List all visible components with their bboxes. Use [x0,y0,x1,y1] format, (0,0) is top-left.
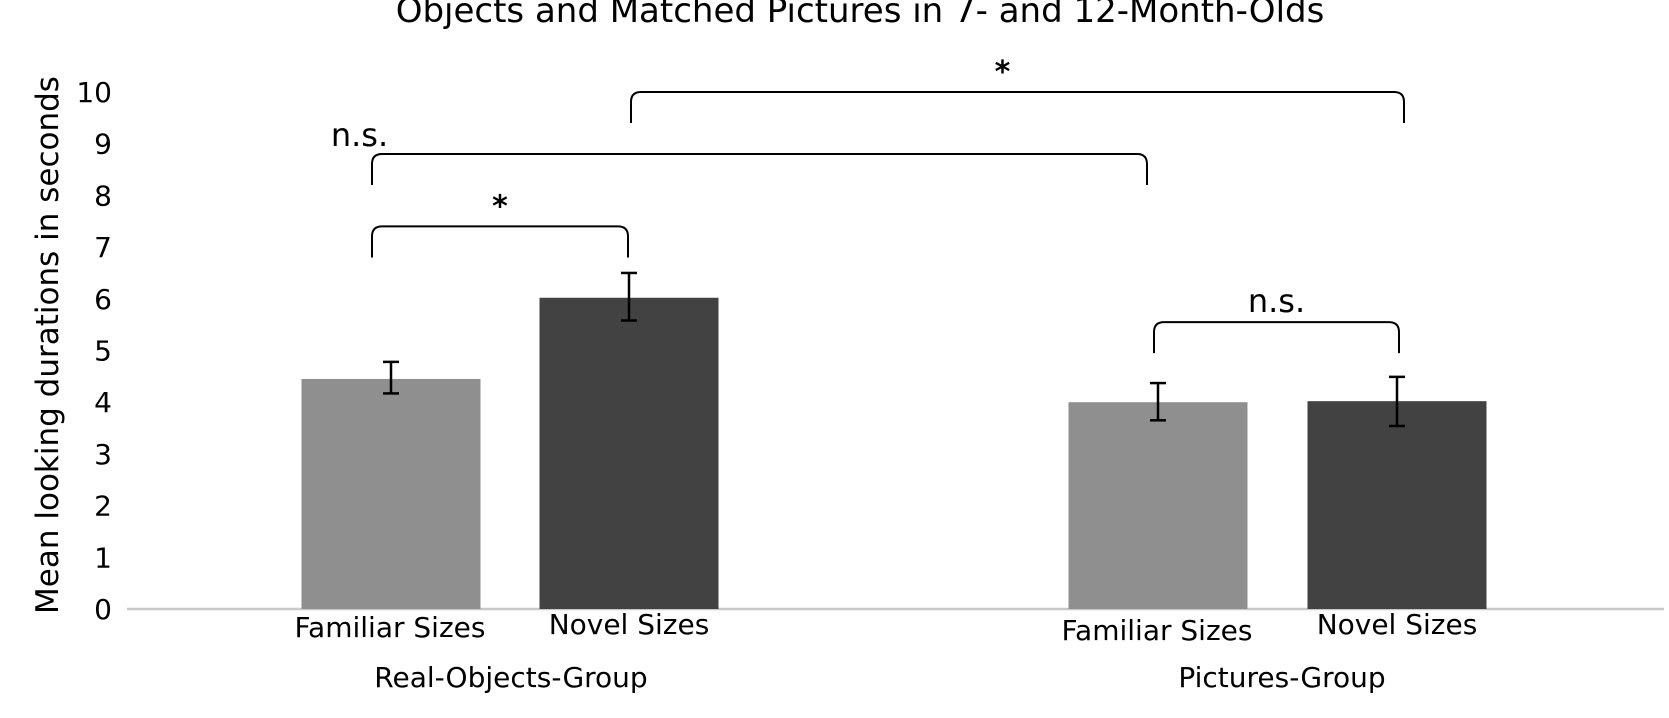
y-tick-label: 4 [94,386,112,419]
significance-label: n.s. [1248,282,1305,320]
significance-bracket [371,153,1148,186]
y-tick-label: 5 [94,335,112,368]
significance-label: * [492,189,508,224]
bar-category-label: Familiar Sizes [295,611,486,644]
significance-bracket [371,225,629,258]
y-tick-label: 10 [76,76,112,109]
significance-label: n.s. [331,116,388,154]
bar-category-label: Novel Sizes [1317,608,1478,641]
y-tick-label: 8 [94,179,112,212]
group-label: Pictures-Group [1178,661,1385,694]
significance-bracket [1153,321,1400,354]
y-tick-label: 0 [94,593,112,626]
bar-category-label: Novel Sizes [549,608,710,641]
group-label: Real-Objects-Group [374,661,647,694]
bar-pictures-novel [1307,401,1487,609]
y-tick-label: 7 [94,231,112,264]
chart-title: Objects and Matched Pictures in 7- and 1… [396,0,1325,31]
y-tick-label: 3 [94,438,112,471]
significance-label: * [995,55,1011,90]
y-axis-title: Mean looking durations in seconds [30,76,66,614]
bar-real-objects-novel [539,297,719,609]
bar-category-label: Familiar Sizes [1062,614,1253,647]
bar-layer [301,297,1487,609]
comparison-layer: * n.s. * n.s. [331,55,1405,354]
y-tick-label: 2 [94,490,112,523]
y-tick-label: 1 [94,541,112,574]
bar-real-objects-familiar [301,378,481,609]
significance-bracket [630,91,1405,124]
bar-pictures-familiar [1068,402,1248,609]
y-tick-label: 6 [94,283,112,316]
error-bar-layer [383,271,1405,428]
y-tick-label: 9 [94,128,112,161]
category-label-layer: Familiar Sizes Novel Sizes Real-Objects-Gr… [295,608,1478,694]
